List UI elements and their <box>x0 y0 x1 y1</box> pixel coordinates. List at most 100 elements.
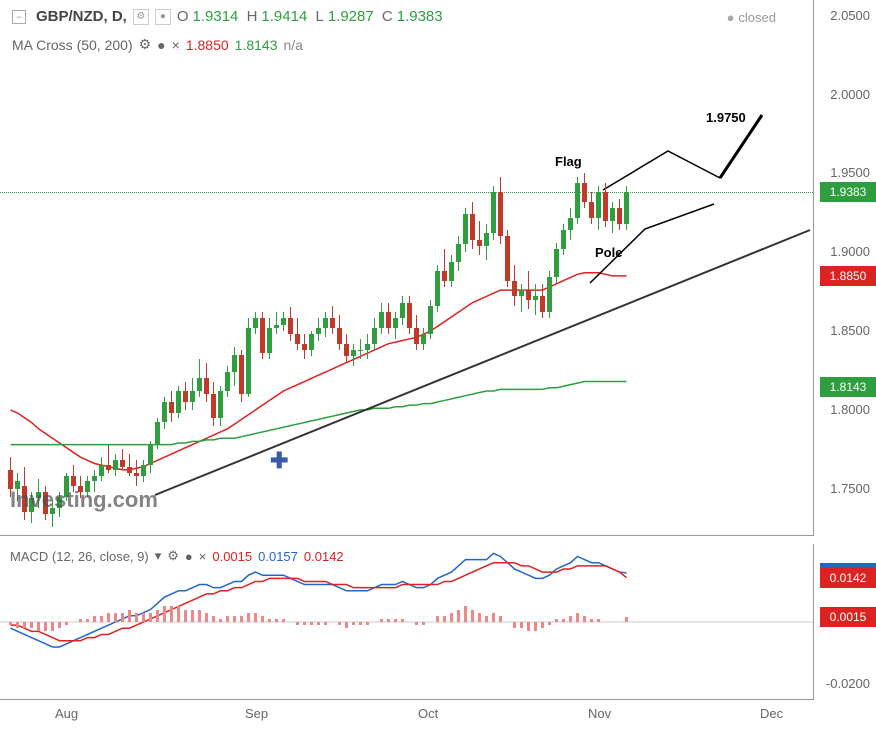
xtick: Sep <box>245 706 268 721</box>
hist-bar <box>352 622 355 625</box>
candle <box>134 0 139 536</box>
hist-bar <box>457 610 460 622</box>
candle <box>197 0 202 536</box>
hist-bar <box>303 622 306 625</box>
xtick: Dec <box>760 706 783 721</box>
price-label: 1.8850 <box>820 266 876 286</box>
xtick: Aug <box>55 706 78 721</box>
annotation: Flag <box>555 154 582 169</box>
hist-bar <box>261 616 264 622</box>
candle <box>400 0 405 536</box>
candle <box>617 0 622 536</box>
macd-pane[interactable]: MACD (12, 26, close, 9) ▾ ⚙ ● × 0.0015 0… <box>0 544 814 700</box>
hist-bar <box>156 610 159 622</box>
candle <box>295 0 300 536</box>
candle <box>421 0 426 536</box>
hist-bar <box>170 606 173 622</box>
candle <box>428 0 433 536</box>
hist-bar <box>520 622 523 628</box>
candle <box>155 0 160 536</box>
candle <box>386 0 391 536</box>
hist-bar <box>296 622 299 625</box>
hist-bar <box>555 619 558 622</box>
candle <box>330 0 335 536</box>
hist-bar <box>37 622 40 631</box>
candle <box>526 0 531 536</box>
candle <box>246 0 251 536</box>
candle <box>344 0 349 536</box>
candle <box>463 0 468 536</box>
hist-bar <box>233 616 236 622</box>
ytick: 1.9500 <box>830 165 870 180</box>
candle <box>351 0 356 536</box>
hist-bar <box>324 622 327 625</box>
candle <box>64 0 69 536</box>
hist-bar <box>86 619 89 622</box>
annotation: Pole <box>595 245 622 260</box>
hist-bar <box>310 622 313 625</box>
hist-bar <box>338 622 341 625</box>
hist-bar <box>149 613 152 622</box>
candle <box>505 0 510 536</box>
candle <box>575 0 580 536</box>
candle <box>99 0 104 536</box>
ytick: 2.0000 <box>830 87 870 102</box>
hist-bar <box>380 619 383 622</box>
ytick: 2.0500 <box>830 8 870 23</box>
hist-bar <box>51 622 54 631</box>
hist-bar <box>471 610 474 622</box>
candle <box>533 0 538 536</box>
chart-container: − GBP/NZD, D, ⚙ ● O1.9314 H1.9414 L1.928… <box>0 0 876 739</box>
candle <box>456 0 461 536</box>
hist-bar <box>30 622 33 628</box>
candle <box>232 0 237 536</box>
hist-bar <box>107 613 110 622</box>
hist-bar <box>9 622 12 625</box>
hist-bar <box>597 619 600 622</box>
candle <box>127 0 132 536</box>
hist-bar <box>44 622 47 631</box>
price-yaxis: 2.05002.00001.95001.90001.85001.80001.75… <box>814 0 876 536</box>
candle <box>512 0 517 536</box>
hist-bar <box>422 622 425 625</box>
xtick: Nov <box>588 706 611 721</box>
candle <box>190 0 195 536</box>
candle <box>379 0 384 536</box>
hist-bar <box>485 616 488 622</box>
candle <box>36 0 41 536</box>
candle <box>169 0 174 536</box>
hist-bar <box>345 622 348 628</box>
hist-bar <box>114 613 117 622</box>
candle <box>449 0 454 536</box>
macd-tick: -0.0200 <box>826 676 870 691</box>
candle <box>8 0 13 536</box>
candle <box>372 0 377 536</box>
hist-bar <box>415 622 418 625</box>
hist-bar <box>275 619 278 622</box>
candle <box>498 0 503 536</box>
hist-bar <box>401 619 404 622</box>
hist-bar <box>93 616 96 622</box>
candle <box>225 0 230 536</box>
candle <box>393 0 398 536</box>
candle <box>204 0 209 536</box>
candle <box>316 0 321 536</box>
hist-bar <box>177 606 180 622</box>
candle <box>78 0 83 536</box>
candle <box>253 0 258 536</box>
hist-bar <box>219 619 222 622</box>
candle <box>113 0 118 536</box>
candle <box>596 0 601 536</box>
hist-bar <box>212 616 215 622</box>
hist-bar <box>492 613 495 622</box>
hist-bar <box>562 619 565 622</box>
price-label: 1.8143 <box>820 377 876 397</box>
cross-marker: ✚ <box>270 448 288 474</box>
candle <box>624 0 629 536</box>
price-pane[interactable]: ✚ FlagPole1.9750 Investing.com <box>0 0 814 536</box>
hist-bar <box>79 619 82 622</box>
hist-bar <box>317 622 320 625</box>
macd-yaxis: 0.01570.01420.0015-0.0200 <box>814 544 876 700</box>
macd-tick: 0.0015 <box>820 607 876 627</box>
candle <box>491 0 496 536</box>
